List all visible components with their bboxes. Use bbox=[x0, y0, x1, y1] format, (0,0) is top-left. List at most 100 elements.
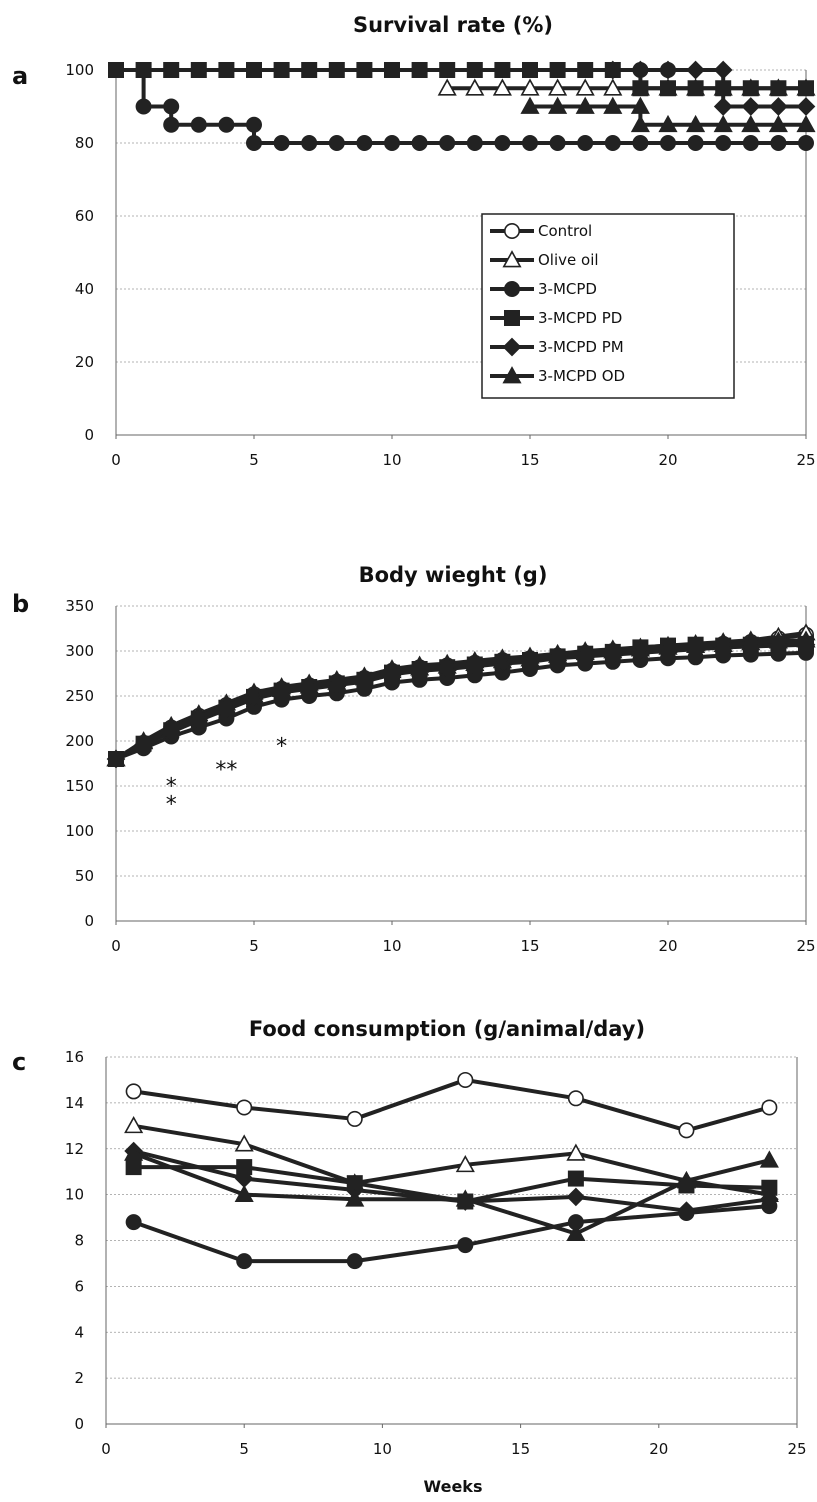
y-tick-label-300: 300 bbox=[65, 642, 94, 660]
data-point-3-mcpd-pd-2 bbox=[163, 61, 180, 78]
y-tick-label-40: 40 bbox=[75, 280, 94, 298]
y-tick-label-14: 14 bbox=[65, 1094, 84, 1112]
data-point-3-mcpd-23 bbox=[687, 135, 704, 152]
data-point-3-mcpd-pm-7 bbox=[769, 97, 788, 116]
data-point-olive-oil-0 bbox=[124, 1115, 144, 1134]
data-point-3-mcpd-14 bbox=[439, 135, 456, 152]
y-tick-label-80: 80 bbox=[75, 134, 94, 152]
data-point-3-mcpd-pd-13 bbox=[466, 61, 483, 78]
y-tick-label-350: 350 bbox=[65, 597, 94, 615]
data-point-3-mcpd-od-21 bbox=[686, 635, 706, 653]
data-point-3-mcpd-3 bbox=[163, 116, 180, 133]
series-3-mcpd-pm bbox=[603, 60, 816, 116]
data-point-3-mcpd-27 bbox=[797, 135, 814, 152]
data-point-3-mcpd-pd-16 bbox=[549, 61, 566, 78]
data-point-3-mcpd-od-0 bbox=[106, 749, 126, 767]
data-point-3-mcpd-od-9 bbox=[354, 668, 374, 686]
data-point-3-mcpd-11 bbox=[356, 135, 373, 152]
legend-label-3-mcpd-pd: 3-MCPD PD bbox=[538, 309, 622, 327]
y-tick-label-0: 0 bbox=[84, 912, 94, 930]
legend-label-3-mcpd-pm: 3-MCPD PM bbox=[538, 338, 624, 356]
data-point-3-mcpd-pd-10 bbox=[383, 61, 400, 78]
data-point-3-mcpd-16 bbox=[494, 135, 511, 152]
data-point-3-mcpd-21 bbox=[632, 135, 649, 152]
x-tick-label-20: 20 bbox=[649, 1440, 668, 1458]
data-point-olive-oil-3 bbox=[520, 78, 540, 96]
data-point-olive-oil-4 bbox=[566, 1143, 586, 1161]
x-tick-label-25: 25 bbox=[796, 937, 815, 955]
y-tick-label-150: 150 bbox=[65, 777, 94, 795]
panel-letter-b: b bbox=[12, 590, 29, 618]
data-point-3-mcpd-od-6 bbox=[759, 1150, 779, 1168]
data-point-3-mcpd-od-11 bbox=[796, 114, 816, 133]
y-tick-label-0: 0 bbox=[74, 1415, 84, 1433]
data-point-3-mcpd-pd-8 bbox=[328, 61, 345, 78]
data-point-3-mcpd-od-9 bbox=[741, 114, 761, 133]
data-point-3-mcpd-pd-0 bbox=[108, 61, 125, 78]
data-point-3-mcpd-17 bbox=[521, 135, 538, 152]
data-point-3-mcpd-od-1 bbox=[234, 1184, 254, 1202]
y-tick-label-60: 60 bbox=[75, 207, 94, 225]
x-tick-label-20: 20 bbox=[658, 451, 677, 469]
legend-marker-3-mcpd-pd bbox=[503, 309, 520, 326]
y-tick-label-0: 0 bbox=[84, 426, 94, 444]
title-survival-rate: Survival rate (%) bbox=[353, 13, 553, 37]
panel-letter-a: a bbox=[12, 62, 28, 90]
data-point-3-mcpd-pd-3 bbox=[190, 61, 207, 78]
legend: Control Olive oil 3-MCPD 3-MCPD PD 3-MCPD PM… bbox=[481, 213, 735, 399]
x-tick-label-25: 25 bbox=[796, 451, 815, 469]
legend-marker-3-mcpd-od bbox=[502, 366, 522, 384]
significance-annotation-3: * bbox=[276, 735, 287, 760]
data-point-3-mcpd-od-3 bbox=[189, 706, 209, 725]
data-point-3-mcpd-od-2 bbox=[345, 1189, 365, 1207]
data-point-3-mcpd-26 bbox=[770, 135, 787, 152]
data-point-3-mcpd-od-5 bbox=[244, 685, 264, 703]
data-point-3-mcpd-od-23 bbox=[741, 633, 761, 651]
data-point-3-mcpd-od-7 bbox=[686, 114, 706, 133]
data-point-3-mcpd-6 bbox=[246, 116, 263, 133]
title-food-consumption: Food consumption (g/animal/day) bbox=[249, 1017, 645, 1041]
y-tick-label-100: 100 bbox=[65, 822, 94, 840]
data-point-3-mcpd-pd-15 bbox=[521, 61, 538, 78]
data-point-olive-oil-1 bbox=[465, 78, 485, 96]
data-point-3-mcpd-od-20 bbox=[658, 637, 678, 655]
legend-marker-3-mcpd bbox=[503, 280, 520, 297]
data-point-olive-oil-6 bbox=[603, 78, 623, 96]
series-line-control bbox=[133, 1077, 770, 1133]
title-body-weight: Body wieght (g) bbox=[359, 563, 548, 587]
data-point-3-mcpd-od-2 bbox=[161, 718, 181, 736]
data-point-3-mcpd-pm-5 bbox=[713, 97, 733, 116]
significance-annotation-2: ** bbox=[215, 758, 237, 783]
data-point-3-mcpd-od-11 bbox=[410, 658, 430, 676]
y-tick-label-4: 4 bbox=[74, 1323, 84, 1341]
data-point-3-mcpd-10 bbox=[328, 135, 345, 152]
x-tick-label-15: 15 bbox=[520, 451, 539, 469]
data-point-3-mcpd-pm-3 bbox=[686, 60, 705, 80]
data-point-3-mcpd-12 bbox=[383, 135, 400, 152]
data-point-3-mcpd-1 bbox=[135, 98, 152, 115]
data-point-3-mcpd-pd-14 bbox=[494, 61, 511, 78]
x-tick-label-5: 5 bbox=[249, 937, 259, 955]
legend-label-3-mcpd-od: 3-MCPD OD bbox=[538, 367, 625, 385]
data-point-olive-oil-1 bbox=[234, 1134, 254, 1152]
data-point-3-mcpd-od-25 bbox=[796, 630, 816, 648]
data-point-3-mcpd-od-13 bbox=[465, 653, 485, 671]
data-point-3-mcpd-od-4 bbox=[630, 96, 650, 114]
data-point-3-mcpd-od-5 bbox=[630, 114, 650, 133]
legend-marker-olive-oil bbox=[502, 250, 522, 268]
data-point-3-mcpd-pd-7 bbox=[301, 61, 318, 78]
data-point-3-mcpd-od-17 bbox=[575, 642, 595, 661]
y-tick-label-2: 2 bbox=[74, 1369, 84, 1387]
data-point-3-mcpd-18 bbox=[549, 135, 566, 152]
data-point-control-1 bbox=[236, 1099, 253, 1116]
data-point-3-mcpd-od-14 bbox=[492, 651, 512, 669]
data-point-3-mcpd-pm-4 bbox=[713, 60, 733, 80]
data-point-3-mcpd-od-4 bbox=[566, 1223, 586, 1241]
x-tick-label-15: 15 bbox=[511, 1440, 530, 1458]
x-tick-label-0: 0 bbox=[111, 937, 121, 955]
y-tick-label-100: 100 bbox=[65, 61, 94, 79]
series-3-mcpd-od bbox=[124, 1143, 779, 1241]
panel-letter-c: c bbox=[12, 1048, 26, 1076]
legend-label-3-mcpd: 3-MCPD bbox=[538, 280, 597, 298]
